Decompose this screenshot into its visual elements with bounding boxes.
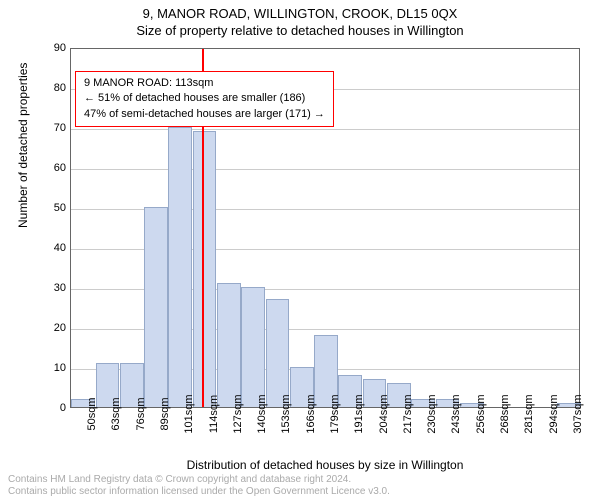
x-tick-label: 89sqm: [159, 397, 171, 430]
x-tick-label: 217sqm: [402, 394, 414, 433]
histogram-bar: [168, 127, 192, 407]
x-tick-label: 101sqm: [183, 394, 195, 433]
histogram-bar: [266, 299, 290, 407]
annotation-box: 9 MANOR ROAD: 113sqm ← 51% of detached h…: [75, 71, 334, 127]
footer-attribution: Contains HM Land Registry data © Crown c…: [8, 474, 390, 498]
y-tick-label: 70: [36, 122, 66, 134]
y-tick-label: 60: [36, 162, 66, 174]
histogram-bar: [217, 283, 241, 407]
histogram-bar: [193, 131, 217, 407]
y-tick-label: 30: [36, 282, 66, 294]
y-tick-label: 20: [36, 322, 66, 334]
x-tick-label: 294sqm: [548, 394, 560, 433]
y-tick-label: 10: [36, 362, 66, 374]
x-tick-label: 166sqm: [305, 394, 317, 433]
x-tick-label: 281sqm: [523, 394, 535, 433]
annotation-line: 9 MANOR ROAD: 113sqm: [84, 76, 325, 91]
histogram-bar: [144, 207, 168, 407]
x-tick-label: 63sqm: [110, 397, 122, 430]
x-tick-label: 307sqm: [572, 394, 584, 433]
footer-line: Contains HM Land Registry data © Crown c…: [8, 474, 390, 486]
x-tick-label: 204sqm: [378, 394, 390, 433]
gridline: [71, 169, 579, 170]
y-tick-label: 50: [36, 202, 66, 214]
address-title: 9, MANOR ROAD, WILLINGTON, CROOK, DL15 0…: [0, 0, 600, 21]
y-tick-label: 40: [36, 242, 66, 254]
chart-title: Size of property relative to detached ho…: [0, 21, 600, 38]
x-tick-label: 76sqm: [135, 397, 147, 430]
x-tick-label: 230sqm: [426, 394, 438, 433]
y-tick-label: 0: [36, 402, 66, 414]
histogram-plot: 9 MANOR ROAD: 113sqm ← 51% of detached h…: [70, 48, 580, 408]
footer-line: Contains public sector information licen…: [8, 486, 390, 498]
y-tick-label: 80: [36, 82, 66, 94]
y-tick-label: 90: [36, 42, 66, 54]
gridline: [71, 129, 579, 130]
x-tick-label: 50sqm: [86, 397, 98, 430]
annotation-line: 47% of semi-detached houses are larger (…: [84, 107, 325, 122]
y-axis-label: Number of detached properties: [16, 63, 30, 228]
x-tick-label: 179sqm: [329, 394, 341, 433]
chart-area: 9 MANOR ROAD: 113sqm ← 51% of detached h…: [70, 48, 580, 408]
x-tick-label: 256sqm: [475, 394, 487, 433]
x-tick-label: 127sqm: [232, 394, 244, 433]
x-tick-label: 191sqm: [353, 394, 365, 433]
annotation-line: ← 51% of detached houses are smaller (18…: [84, 91, 325, 106]
x-tick-label: 243sqm: [450, 394, 462, 433]
x-tick-label: 153sqm: [280, 394, 292, 433]
x-tick-label: 114sqm: [208, 395, 220, 433]
x-axis-label: Distribution of detached houses by size …: [70, 458, 580, 472]
histogram-bar: [241, 287, 265, 407]
x-tick-label: 140sqm: [256, 394, 268, 433]
x-tick-label: 268sqm: [499, 394, 511, 433]
